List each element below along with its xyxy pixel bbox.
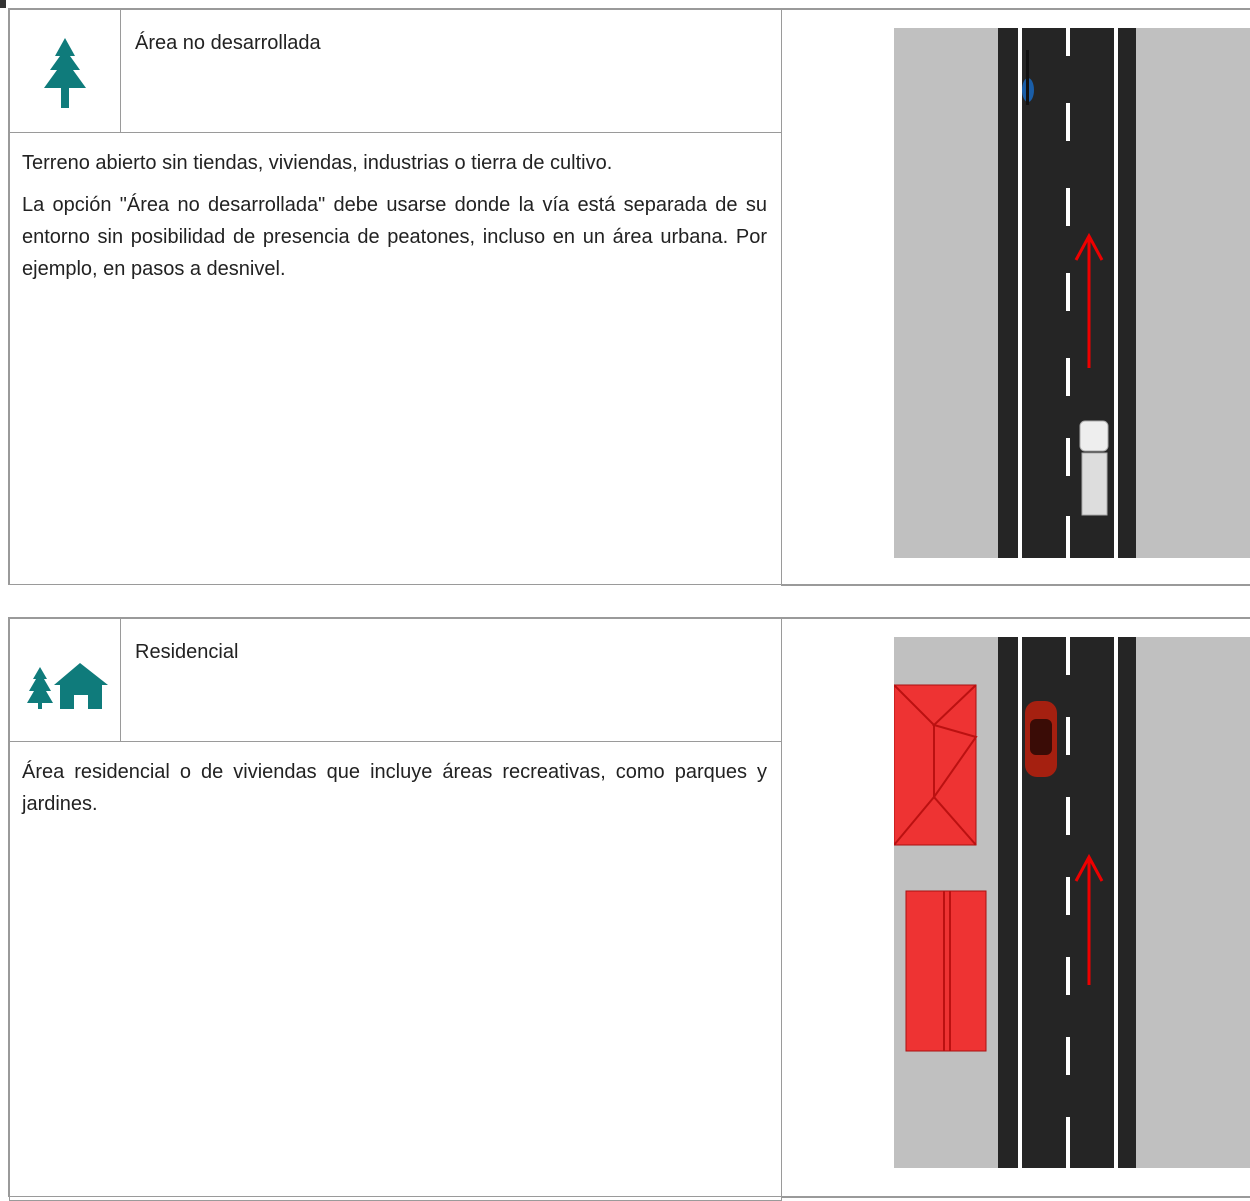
paragraph: Terreno abierto sin tiendas, viviendas, … (22, 152, 613, 174)
paragraph: La opción "Área no desarrollada" debe us… (22, 194, 767, 280)
section-table: Área no desarrollada Terreno abierto sin… (8, 8, 1250, 586)
house (905, 890, 987, 1052)
image-cell (781, 9, 1250, 586)
road-illustration (894, 637, 1250, 1168)
section-table: Residencial Área residencial o de vivien… (8, 617, 1250, 1201)
paragraph: Área residencial o de viviendas que incl… (22, 761, 767, 815)
section-body: Terreno abierto sin tiendas, viviendas, … (9, 132, 782, 585)
icon-cell (9, 9, 121, 133)
road-illustration (894, 28, 1250, 558)
section-body: Área residencial o de viviendas que incl… (9, 741, 782, 1201)
icon-cell (9, 618, 121, 742)
house (894, 684, 978, 846)
image-cell (781, 618, 1250, 1198)
tree-icon (44, 38, 86, 108)
section-title: Área no desarrollada (120, 9, 782, 133)
residential-icon (27, 663, 108, 709)
page-mark (0, 0, 6, 8)
section-title: Residencial (120, 618, 782, 742)
